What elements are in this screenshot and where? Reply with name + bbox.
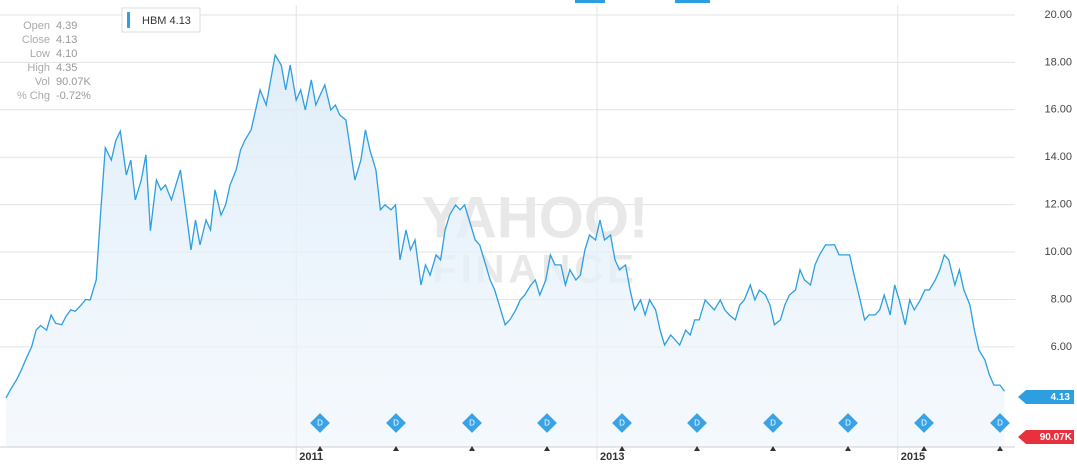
dividend-label: D bbox=[544, 419, 550, 428]
dividend-marker bbox=[612, 413, 632, 433]
legend-name: HBM bbox=[142, 15, 166, 27]
y-tick-label: 16.00 bbox=[1044, 104, 1072, 116]
dividend-tick bbox=[544, 446, 550, 451]
volume-tag-text: 90.07K bbox=[1040, 432, 1073, 443]
dividend-label: D bbox=[921, 419, 927, 428]
quote-value: 90.07K bbox=[56, 76, 92, 88]
quote-value: 4.13 bbox=[56, 34, 77, 46]
quote-info: Open 4.39 Close 4.13 Low 4.10 High 4.35 Vol 90.07… bbox=[17, 20, 92, 102]
dividend-label: D bbox=[845, 419, 851, 428]
dividend-tick bbox=[845, 446, 851, 451]
dividend-marker bbox=[462, 413, 482, 433]
dividend-marker bbox=[838, 413, 858, 433]
tab-indicator bbox=[575, 0, 605, 3]
dividend-tick bbox=[317, 446, 323, 451]
dividend-label: D bbox=[619, 419, 625, 428]
dividend-label: D bbox=[317, 419, 323, 428]
x-tick-label: 2015 bbox=[901, 451, 925, 463]
y-tick-label: 8.00 bbox=[1051, 293, 1072, 305]
y-tick-label: 6.00 bbox=[1051, 341, 1072, 353]
dividend-label: D bbox=[997, 419, 1003, 428]
quote-value: 4.10 bbox=[56, 48, 77, 60]
y-tick-label: 12.00 bbox=[1044, 199, 1072, 211]
legend-text: HBM 4.13 bbox=[142, 15, 191, 27]
plot bbox=[5, 53, 1006, 447]
dividend-marker bbox=[537, 413, 557, 433]
area bbox=[6, 55, 1005, 447]
price-tag-text: 4.13 bbox=[1051, 392, 1071, 403]
legend-swatch bbox=[127, 12, 130, 28]
y-tick-label: 10.00 bbox=[1044, 246, 1072, 258]
price-tag: 4.13 bbox=[1018, 390, 1074, 404]
legend-value: 4.13 bbox=[170, 15, 191, 27]
line bbox=[5, 53, 1006, 399]
dividend-label: D bbox=[770, 419, 776, 428]
dividend-label: D bbox=[393, 419, 399, 428]
quote-value: 4.39 bbox=[56, 20, 77, 32]
dividend-tick bbox=[469, 446, 475, 451]
quote-label: Vol bbox=[35, 76, 50, 88]
quote-label: % Chg bbox=[17, 90, 50, 102]
quote-value: 4.35 bbox=[56, 62, 77, 74]
y-tick-label: 20.00 bbox=[1044, 9, 1072, 21]
dividend-marker bbox=[763, 413, 783, 433]
quote-label: Open bbox=[23, 20, 50, 32]
legend-box bbox=[121, 7, 201, 33]
dividend-label: D bbox=[469, 419, 475, 428]
quote-label: High bbox=[27, 62, 50, 74]
dividend-tick bbox=[770, 446, 776, 451]
quote-label: Low bbox=[30, 48, 50, 60]
dividend-marker bbox=[990, 413, 1010, 433]
x-tick-label: 2011 bbox=[299, 451, 323, 463]
y-tick-label: 14.00 bbox=[1044, 151, 1072, 163]
price-tag-bg bbox=[1018, 390, 1074, 404]
x-tick-label: 2013 bbox=[600, 451, 624, 463]
dividend-tick bbox=[921, 446, 927, 451]
volume-tag-bg bbox=[1018, 430, 1074, 444]
dividend-marker bbox=[386, 413, 406, 433]
quote-value: -0.72% bbox=[56, 90, 91, 102]
legend: HBM 4.13 bbox=[121, 7, 201, 33]
dividend-tick bbox=[619, 446, 625, 451]
dividend-marker bbox=[914, 413, 934, 433]
dividend-tick bbox=[694, 446, 700, 451]
dividend-tick bbox=[393, 446, 399, 451]
dividend-label: D bbox=[694, 419, 700, 428]
quote-label: Close bbox=[22, 34, 50, 46]
dividend-tick bbox=[997, 446, 1003, 451]
volume-tag: 90.07K bbox=[1018, 430, 1074, 444]
dividend-marker bbox=[687, 413, 707, 433]
tab-indicator bbox=[675, 0, 710, 3]
y-tick-label: 18.00 bbox=[1044, 56, 1072, 68]
dividend-marker bbox=[310, 413, 330, 433]
